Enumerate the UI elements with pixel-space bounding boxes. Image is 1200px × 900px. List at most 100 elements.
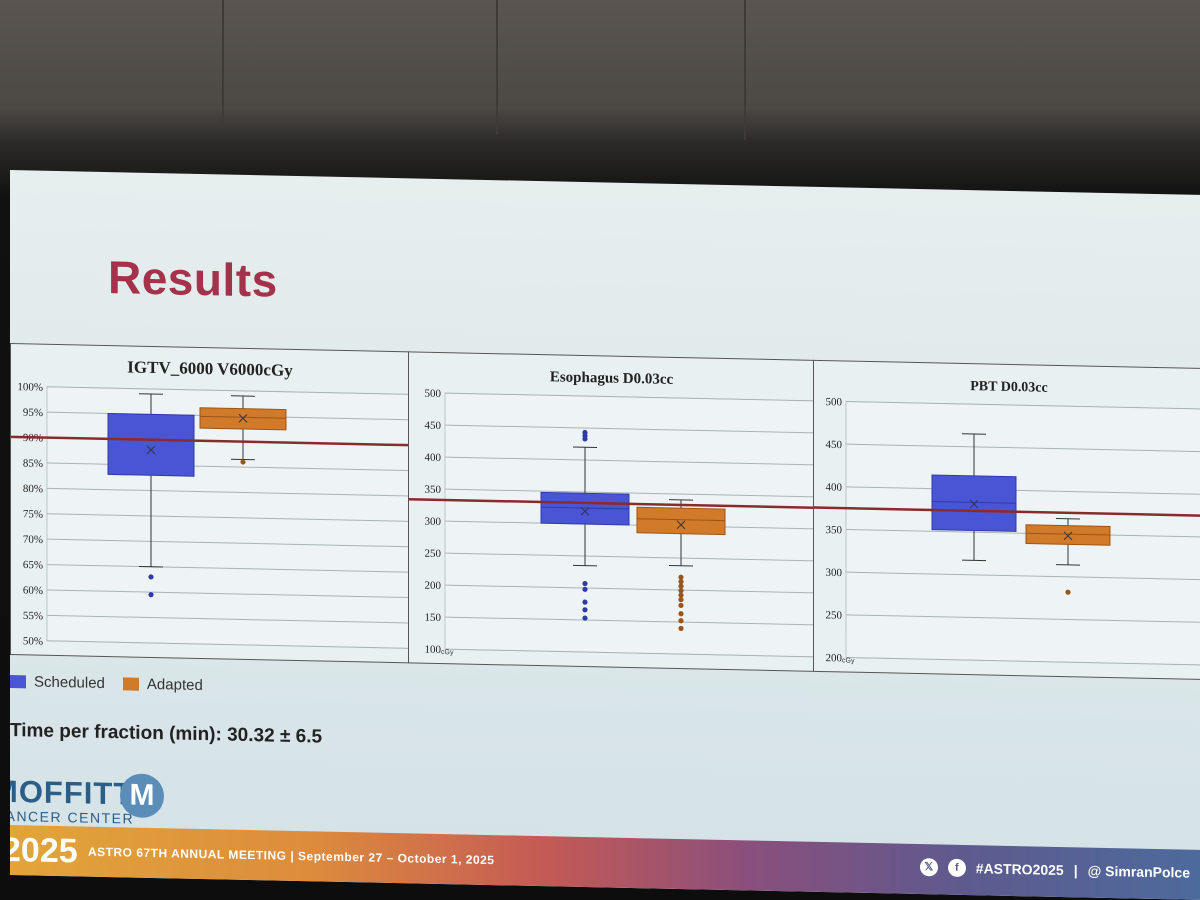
chart-panel-pbt: PBT D0.03cc 200 250 300 350 400 450 500 cGy [813,359,1200,681]
outlier-point [582,615,588,621]
outlier-point [582,607,588,613]
legend-swatch-scheduled [10,675,26,689]
gridline [47,640,409,649]
median-line [637,518,725,522]
y-tick-label: 400 [425,452,442,464]
outlier-point [582,586,588,592]
y-tick-label: 75% [23,508,43,520]
y-tick-label: 350 [826,524,843,536]
mean-marker [238,413,248,423]
y-tick-label: 200 [826,652,843,664]
wall-seam [744,0,746,140]
legend-label-scheduled: Scheduled [34,673,105,692]
gridline [846,401,1200,410]
presentation-slide: Results IGTV_6000 V6000cGy 50% 55% 60% 65% 70… [10,170,1200,900]
gridline [445,488,814,498]
chart-title: PBT D0.03cc [970,379,1048,396]
chart-panel-esophagus: Esophagus D0.03cc 100 150 200 250 300 350 400 45… [408,351,815,672]
outlier-point [678,611,684,617]
reference-line [814,506,1200,517]
mean-marker [676,520,686,530]
y-tick-label: 200 [425,580,442,592]
chart-legend: Scheduled Adapted [10,673,203,694]
chart-panel-igtv: IGTV_6000 V6000cGy 50% 55% 60% 65% 70% 75% 80% 8… [10,343,410,664]
legend-item-scheduled: Scheduled [10,673,105,692]
y-tick-label: 85% [23,457,43,469]
outlier-point [148,592,154,598]
whisker-cap-min [962,559,986,562]
gridline [445,392,814,402]
logo-mark: M [120,773,164,819]
outlier-point [678,574,684,580]
gridline [47,614,409,624]
y-tick-label: 95% [23,407,43,419]
y-unit-label: cGy [441,649,454,656]
y-tick-label: 100 [425,644,442,656]
gridline [445,648,814,658]
outlier-point [678,588,684,594]
outlier-point [148,574,154,580]
y-tick-label: 500 [826,396,843,408]
y-tick-label: 250 [826,609,843,621]
gridline [47,462,409,472]
gridline [846,614,1200,623]
y-unit-label: cGy [842,657,855,664]
chart-title: Esophagus D0.03cc [550,369,674,388]
box-adapted [636,506,726,536]
gridline [47,386,409,395]
median-line [932,500,1016,504]
whisker-cap-max [573,446,597,448]
reference-line [409,497,814,509]
legend-item-adapted: Adapted [122,675,203,695]
logo-subtitle: CANCER CENTER [10,807,135,827]
wall-seam [496,0,498,135]
median-line [541,506,629,510]
whisker-cap-min [1056,564,1080,566]
chart-title: IGTV_6000 V6000cGy [127,357,293,379]
y-tick-label: 60% [23,584,43,596]
gridline [47,487,409,497]
logo-name: MOFFITT [10,773,134,812]
legend-label-adapted: Adapted [146,675,203,695]
y-tick-label: 350 [425,484,442,496]
y-tick-label: 400 [826,481,843,493]
y-tick-label: 50% [23,635,43,647]
wall-seam [222,0,224,125]
banner-social: 𝕏 f #ASTRO2025 | @ SimranPolce [919,858,1190,882]
outlier-point [678,602,684,609]
y-tick-label: 100% [17,381,43,394]
chart-svg-1: Esophagus D0.03cc 100 150 200 250 300 350 400 45… [409,369,814,658]
reference-line [11,435,409,447]
outlier-point [678,583,684,589]
outlier-point [582,436,588,442]
banner-year: 2025 [10,830,78,871]
legend-swatch-adapted [122,677,139,691]
gridline [445,552,814,562]
gridline [445,456,814,466]
gridline [47,564,409,573]
gridline [47,538,409,548]
gridline [445,584,814,594]
box-scheduled [931,474,1017,532]
banner-separator: | [1073,862,1078,879]
mean-marker [1063,531,1073,541]
y-tick-label: 300 [826,567,843,579]
whisker-cap-max [231,395,255,397]
outlier-point [582,599,588,605]
gridline [47,513,409,522]
outlier-point [240,459,246,465]
outlier-point [678,592,684,598]
whisker-cap-max [669,499,693,501]
y-tick-label: 70% [23,534,43,546]
x-icon: 𝕏 [919,858,938,877]
outlier-point [678,618,684,624]
whisker-cap-min [573,564,597,567]
time-per-fraction: Time per fraction (min): 30.32 ± 6.5 [10,720,323,748]
slide-title: Results [108,251,278,307]
y-tick-label: 450 [826,439,843,451]
box-scheduled [540,491,630,526]
gridline [445,424,814,434]
banner-hashtag: #ASTRO2025 [975,860,1064,879]
y-tick-label: 500 [425,388,442,400]
whisker-cap-min [139,566,163,568]
